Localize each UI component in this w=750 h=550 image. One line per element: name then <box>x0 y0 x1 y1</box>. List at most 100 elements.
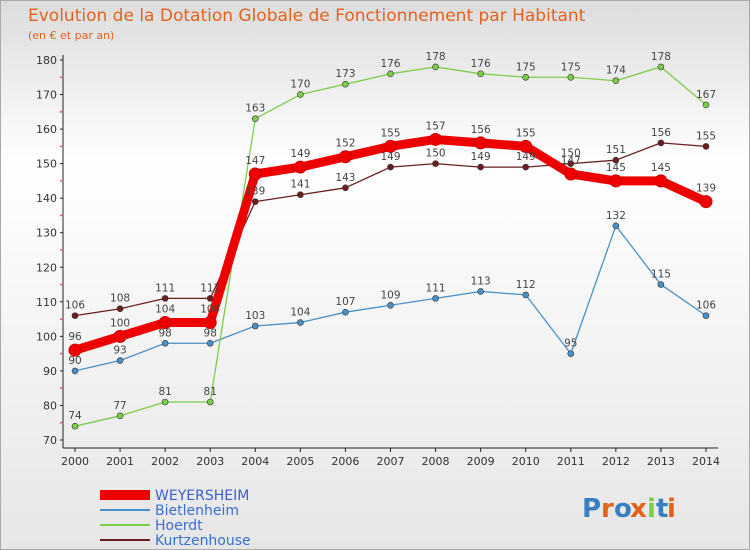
y-minor-tick <box>60 110 62 113</box>
data-label-kurtzenhouse: 149 <box>471 151 491 163</box>
data-label-hoerdt: 173 <box>335 68 355 80</box>
chart-subtitle: (en € et par an) <box>28 29 114 42</box>
data-point-weyersheim <box>654 174 668 188</box>
y-minor-tick <box>60 145 62 148</box>
y-tick-label: 80 <box>43 399 57 412</box>
x-tick-label: 2002 <box>151 455 179 468</box>
data-point-hoerdt <box>387 70 394 78</box>
data-point-hoerdt <box>522 73 530 81</box>
logo-letter: t <box>656 494 668 524</box>
data-label-hoerdt: 167 <box>696 89 716 101</box>
data-label-bietlenheim: 109 <box>380 289 400 301</box>
data-point-weyersheim <box>68 343 82 357</box>
y-minor-tick <box>60 352 62 355</box>
data-label-hoerdt: 77 <box>113 400 126 412</box>
data-point-bietlenheim <box>522 291 530 299</box>
y-tick-label: 130 <box>36 227 57 240</box>
data-point-bietlenheim <box>387 301 394 309</box>
data-point-weyersheim <box>158 316 172 330</box>
data-point-bietlenheim <box>116 357 124 364</box>
data-point-kurtzenhouse <box>297 191 304 199</box>
data-label-hoerdt: 178 <box>426 51 446 63</box>
data-label-hoerdt: 170 <box>290 79 310 91</box>
legend-label-weyersheim: WEYERSHEIM <box>155 488 249 504</box>
data-label-hoerdt: 81 <box>204 386 217 398</box>
data-point-kurtzenhouse <box>567 160 575 167</box>
x-tick-label: 2006 <box>331 455 359 468</box>
y-tick-label: 70 <box>43 434 57 447</box>
y-tick-label: 90 <box>43 365 57 378</box>
data-point-hoerdt <box>657 63 665 71</box>
data-point-bietlenheim <box>432 295 439 302</box>
data-point-kurtzenhouse <box>612 156 620 164</box>
data-point-kurtzenhouse <box>477 163 484 171</box>
data-label-kurtzenhouse: 143 <box>335 172 355 184</box>
data-point-hoerdt <box>477 70 484 78</box>
data-label-kurtzenhouse: 155 <box>696 130 716 142</box>
y-tick-label: 180 <box>36 54 57 67</box>
data-labels: 90 93 98 98 103 104 107 109 111 113 112 95 132 115 106… <box>65 51 716 422</box>
data-point-weyersheim <box>474 136 488 150</box>
data-label-bietlenheim: 112 <box>516 279 536 291</box>
data-label-kurtzenhouse: 139 <box>245 186 265 198</box>
y-tick-label: 110 <box>36 296 57 309</box>
data-label-weyersheim: 157 <box>426 120 446 132</box>
data-label-kurtzenhouse: 151 <box>606 144 626 156</box>
y-minor-tick <box>60 249 62 251</box>
data-label-hoerdt: 175 <box>516 61 536 73</box>
data-point-bietlenheim <box>206 339 214 347</box>
y-tick-label: 140 <box>36 192 57 205</box>
data-point-kurtzenhouse <box>387 163 394 171</box>
data-point-hoerdt <box>116 412 124 420</box>
legend-label-kurtzenhouse: Kurtzenhouse <box>155 533 251 549</box>
data-label-hoerdt: 176 <box>471 58 491 70</box>
data-label-weyersheim: 155 <box>380 127 400 139</box>
data-label-bietlenheim: 104 <box>290 307 310 319</box>
data-label-weyersheim: 149 <box>290 148 310 160</box>
series-line-hoerdt <box>74 66 707 427</box>
data-point-weyersheim <box>609 174 623 188</box>
data-label-hoerdt: 178 <box>651 51 671 63</box>
data-point-bietlenheim <box>612 222 620 230</box>
data-label-kurtzenhouse: 150 <box>426 148 446 160</box>
data-label-kurtzenhouse: 150 <box>561 148 581 160</box>
data-point-weyersheim <box>248 167 262 181</box>
data-point-hoerdt <box>206 398 214 406</box>
data-label-weyersheim: 139 <box>696 183 716 195</box>
data-label-hoerdt: 175 <box>561 61 581 73</box>
data-point-kurtzenhouse <box>657 139 665 147</box>
data-label-hoerdt: 74 <box>68 410 82 422</box>
y-tick-label: 120 <box>36 261 57 274</box>
data-label-kurtzenhouse: 156 <box>651 127 671 139</box>
x-tick-label: 2004 <box>241 455 269 468</box>
data-label-weyersheim: 156 <box>471 124 491 136</box>
y-minor-tick <box>60 283 62 286</box>
y-tick-label: 170 <box>36 89 57 102</box>
y-minor-tick <box>60 421 62 424</box>
data-point-bietlenheim <box>161 339 169 347</box>
x-tick-label: 2011 <box>557 455 585 468</box>
data-point-weyersheim <box>564 167 578 181</box>
y-minor-tick <box>60 318 62 320</box>
logo-letter: i <box>667 494 676 524</box>
logo-letter: P <box>582 494 601 524</box>
x-tick-label: 2012 <box>602 455 630 468</box>
x-tick-label: 2013 <box>647 455 675 468</box>
logo-letter: r <box>601 494 614 524</box>
data-label-bietlenheim: 115 <box>651 269 671 281</box>
data-label-bietlenheim: 98 <box>158 327 171 339</box>
data-label-weyersheim: 104 <box>155 304 175 316</box>
data-label-weyersheim: 145 <box>651 162 671 174</box>
x-tick-label: 2010 <box>512 455 540 468</box>
data-label-hoerdt: 81 <box>158 386 171 398</box>
data-label-kurtzenhouse: 149 <box>516 151 536 163</box>
data-label-weyersheim: 96 <box>68 331 82 343</box>
data-label-kurtzenhouse: 106 <box>65 300 85 312</box>
data-label-weyersheim: 147 <box>561 155 581 167</box>
data-label-kurtzenhouse: 111 <box>200 282 220 294</box>
data-point-hoerdt <box>432 63 439 71</box>
data-point-hoerdt <box>161 398 169 406</box>
